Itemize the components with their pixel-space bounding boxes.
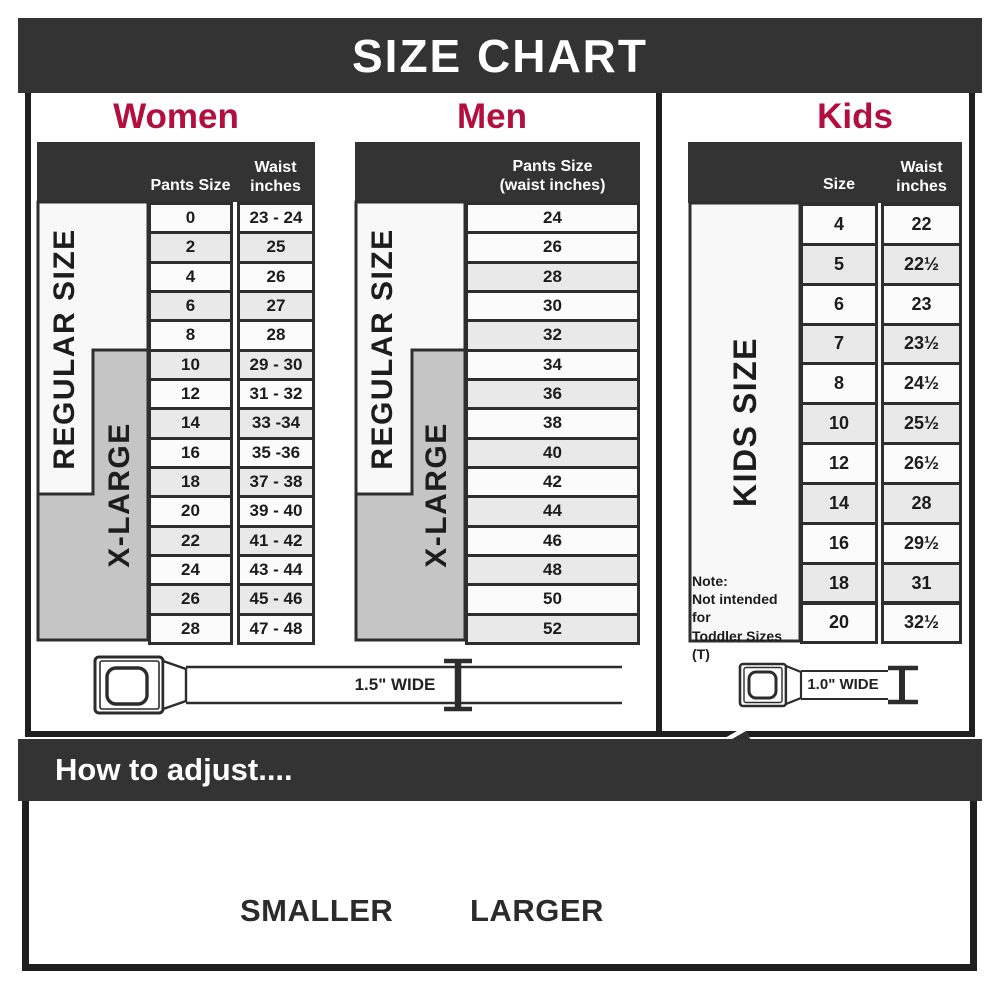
larger-label: LARGER	[470, 893, 604, 928]
size-cell: 43 - 44	[237, 553, 315, 587]
size-cell: 26½	[881, 442, 962, 485]
size-cell: 26	[465, 231, 640, 264]
kids-note: Note: Not intended for Toddler Sizes (T)	[692, 573, 782, 662]
men-xlarge-label: X-LARGE	[420, 422, 453, 568]
size-cell: 37 - 38	[237, 465, 315, 499]
size-cell: 27	[237, 289, 315, 323]
kids-belt-width-label: 1.0" WIDE	[807, 676, 879, 693]
kids-table-header	[688, 142, 962, 203]
main-panel-frame	[25, 93, 975, 737]
size-cell: 20	[148, 495, 233, 528]
size-cell: 44	[465, 495, 640, 528]
size-cell: 6	[800, 282, 878, 326]
women-table-rows: 0 23 - 24 2 25 4 26 6 27 8 28 10 29 - 30 12 31 - 32 14…	[148, 202, 315, 645]
size-cell: 26	[237, 260, 315, 293]
size-cell: 12	[800, 442, 878, 485]
size-cell: 40	[465, 436, 640, 469]
size-cell: 35 -36	[237, 436, 315, 469]
size-cell: 31 - 32	[237, 377, 315, 411]
size-cell: 18	[800, 561, 878, 605]
size-cell: 4	[800, 203, 878, 246]
size-cell: 50	[465, 583, 640, 616]
size-cell: 22½	[881, 242, 962, 286]
size-cell: 42	[465, 465, 640, 499]
size-cell: 2	[148, 231, 233, 264]
size-cell: 25	[237, 231, 315, 264]
women-waist-column-header: Waist inches	[250, 159, 301, 196]
size-cell: 23½	[881, 322, 962, 366]
size-cell: 0	[148, 202, 233, 235]
size-cell: 29½	[881, 521, 962, 565]
size-cell: 20	[800, 601, 878, 645]
size-cell: 28	[148, 612, 233, 645]
size-cell: 46	[465, 524, 640, 557]
size-cell: 45 - 46	[237, 583, 315, 616]
men-table-rows: 24 26 28 30 32 34 36 38 40 42 44 46 48 50 52	[465, 202, 640, 645]
size-cell: 24	[465, 202, 640, 235]
size-cell: 41 - 42	[237, 524, 315, 557]
size-cell: 8	[148, 319, 233, 352]
size-cell: 24	[148, 553, 233, 587]
kids-section-title: Kids	[817, 97, 893, 136]
smaller-label: SMALLER	[240, 893, 394, 928]
men-table-header	[355, 142, 640, 202]
size-cell: 16	[148, 436, 233, 469]
size-cell: 28	[881, 481, 962, 525]
size-cell: 5	[800, 242, 878, 286]
size-cell: 24½	[881, 362, 962, 406]
size-cell: 18	[148, 465, 233, 499]
size-cell: 10	[148, 348, 233, 381]
size-cell: 34	[465, 348, 640, 381]
women-xlarge-label: X-LARGE	[103, 422, 136, 568]
size-cell: 23 - 24	[237, 202, 315, 235]
size-cell: 26	[148, 583, 233, 616]
kids-table-rows: 4 22 5 22½ 6 23 7 23½ 8 24½ 10 25½ 12 26½ 14 28 16 29½ 18 3…	[800, 203, 962, 645]
women-size-column-header: Pants Size	[150, 177, 231, 195]
size-cell: 52	[465, 612, 640, 645]
size-cell: 23	[881, 282, 962, 326]
how-to-adjust-heading: How to adjust....	[55, 752, 293, 787]
size-cell: 4	[148, 260, 233, 293]
men-size-column-header: Pants Size (waist inches)	[499, 158, 606, 195]
women-table-header	[37, 142, 315, 202]
size-cell: 14	[148, 407, 233, 440]
size-cell: 32½	[881, 601, 962, 645]
size-cell: 30	[465, 289, 640, 323]
size-cell: 10	[800, 402, 878, 446]
size-cell: 28	[465, 260, 640, 293]
kids-size-label: KIDS SIZE	[727, 337, 763, 507]
kids-size-column-header: Size	[822, 176, 855, 194]
size-cell: 47 - 48	[237, 612, 315, 645]
size-cell: 38	[465, 407, 640, 440]
size-cell: 36	[465, 377, 640, 411]
women-section-title: Women	[113, 97, 239, 136]
title-banner: SIZE CHART	[18, 18, 982, 93]
size-cell: 12	[148, 377, 233, 411]
size-cell: 7	[800, 322, 878, 366]
adjust-panel	[22, 801, 977, 971]
size-cell: 31	[881, 561, 962, 605]
size-cell: 6	[148, 289, 233, 323]
kids-section-divider	[656, 93, 662, 737]
size-cell: 22	[148, 524, 233, 557]
kids-waist-column-header: Waist inches	[896, 159, 947, 196]
womens-belt-width-label: 1.5" WIDE	[354, 675, 436, 694]
size-cell: 8	[800, 362, 878, 406]
men-section-title: Men	[457, 97, 527, 136]
women-regular-size-label: REGULAR SIZE	[48, 228, 81, 470]
size-cell: 28	[237, 319, 315, 352]
size-cell: 16	[800, 521, 878, 565]
how-to-adjust-bar: How to adjust....	[18, 739, 982, 801]
page-title: SIZE CHART	[352, 29, 648, 82]
size-cell: 22	[881, 203, 962, 246]
size-cell: 39 - 40	[237, 495, 315, 528]
size-cell: 14	[800, 481, 878, 525]
size-cell: 32	[465, 319, 640, 352]
size-cell: 48	[465, 553, 640, 587]
men-regular-size-label: REGULAR SIZE	[366, 228, 399, 470]
size-cell: 33 -34	[237, 407, 315, 440]
size-cell: 29 - 30	[237, 348, 315, 381]
size-cell: 25½	[881, 402, 962, 446]
